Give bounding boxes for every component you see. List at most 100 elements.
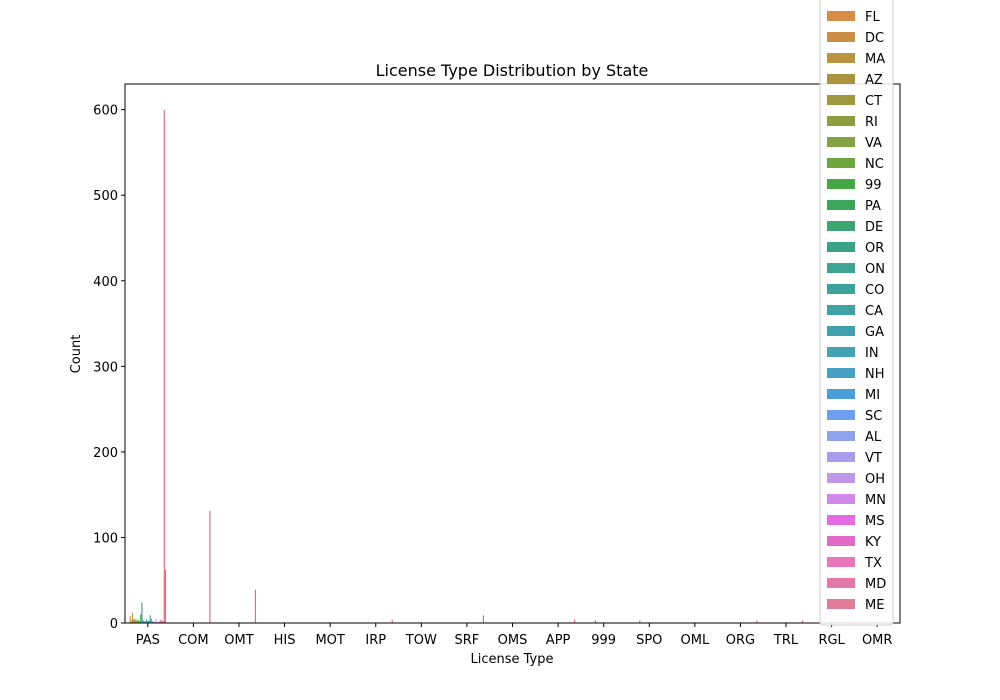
bars-layer: [129, 109, 849, 623]
legend-label: ON: [865, 262, 885, 277]
legend-label: MD: [865, 577, 886, 592]
legend-label: DC: [865, 31, 884, 46]
x-tick-label: MOT: [315, 633, 344, 648]
legend-label: VT: [865, 451, 882, 466]
bar: [143, 621, 145, 623]
legend-swatch: [827, 200, 855, 210]
legend-label: DE: [865, 220, 883, 235]
legend-swatch: [827, 473, 855, 483]
legend-swatch: [827, 410, 855, 420]
y-tick-label: 400: [93, 275, 118, 290]
legend-label: NC: [865, 157, 884, 172]
legend-swatch: [827, 389, 855, 399]
bar: [146, 619, 148, 623]
legend-swatch: [827, 116, 855, 126]
legend-swatch: [827, 305, 855, 315]
bar: [573, 619, 576, 623]
legend-swatch: [827, 284, 855, 294]
bar: [151, 621, 154, 623]
bar: [148, 620, 150, 623]
x-tick-label: OMS: [498, 633, 528, 648]
bar: [142, 620, 144, 623]
x-tick-label: 999: [591, 633, 616, 648]
y-tick-label: 300: [93, 360, 118, 375]
bar: [134, 618, 136, 623]
legend-label: CO: [865, 283, 884, 298]
x-tick-label: TOW: [405, 633, 437, 648]
legend-swatch: [827, 536, 855, 546]
x-tick-label: IRP: [365, 633, 386, 648]
legend-swatch: [827, 452, 855, 462]
legend-label: MA: [865, 52, 885, 67]
legend-label: SC: [865, 409, 882, 424]
x-tick-label: SRF: [455, 633, 480, 648]
bar: [160, 619, 162, 623]
bar: [801, 620, 804, 623]
bar: [144, 621, 147, 623]
y-tick-label: 600: [93, 104, 118, 119]
bar: [639, 620, 641, 623]
bar: [391, 619, 393, 623]
legend-label: NH: [865, 367, 885, 382]
bar: [163, 109, 165, 623]
bar: [141, 602, 143, 623]
legend-swatch: [827, 53, 855, 63]
legend-swatch: [827, 494, 855, 504]
legend-swatch: [827, 599, 855, 609]
chart-title: License Type Distribution by State: [376, 61, 649, 80]
bar: [155, 618, 157, 623]
bar: [129, 616, 131, 623]
x-tick-label: COM: [178, 633, 209, 648]
legend-swatch: [827, 32, 855, 42]
legend-swatch: [827, 263, 855, 273]
legend-swatch: [827, 179, 855, 189]
legend-swatch: [827, 578, 855, 588]
bar: [162, 621, 164, 623]
legend-label: VA: [865, 136, 882, 151]
bar: [138, 621, 141, 623]
bar: [136, 619, 138, 623]
bar: [130, 620, 132, 623]
x-axis: PAS COM OMT HIS MOT IRP TOW SRF OMS APP 999 SPO OML O…: [136, 623, 892, 648]
legend-label: FL: [865, 10, 880, 25]
y-tick-label: 0: [110, 617, 118, 632]
bar: [131, 612, 134, 623]
bar: [209, 510, 211, 623]
bar: [135, 620, 137, 623]
legend-swatch: [827, 515, 855, 525]
legend-label: MN: [865, 493, 886, 508]
bar: [756, 620, 758, 623]
legend-label: PA: [865, 199, 881, 214]
legend-label: GA: [865, 325, 884, 340]
x-tick-label: TRL: [773, 633, 799, 648]
legend-label: AL: [865, 430, 882, 445]
legend-label: 99: [865, 178, 882, 193]
y-tick-label: 200: [93, 446, 118, 461]
legend-swatch: [827, 158, 855, 168]
legend-label: TX: [864, 556, 882, 571]
y-tick-label: 100: [93, 531, 118, 546]
x-axis-label: License Type: [470, 652, 553, 667]
bar: [594, 620, 597, 623]
bar: [158, 621, 161, 623]
bar: [482, 615, 484, 623]
bar: [133, 619, 135, 623]
bar: [254, 589, 257, 623]
legend-swatch: [827, 242, 855, 252]
legend-swatch: [827, 368, 855, 378]
legend-swatch: [827, 326, 855, 336]
x-tick-label: ORG: [726, 633, 755, 648]
bar: [150, 618, 152, 623]
legend-swatch: [827, 221, 855, 231]
x-tick-label: OMR: [862, 633, 892, 648]
plot-frame: [124, 83, 901, 624]
bar: [140, 614, 142, 623]
legend-label: ME: [865, 598, 884, 613]
legend-swatch: [827, 431, 855, 441]
legend-swatch: [827, 74, 855, 84]
bar: [161, 620, 163, 623]
legend-label: MS: [865, 514, 884, 529]
x-tick-label: HIS: [274, 633, 296, 648]
bar: [147, 621, 149, 623]
